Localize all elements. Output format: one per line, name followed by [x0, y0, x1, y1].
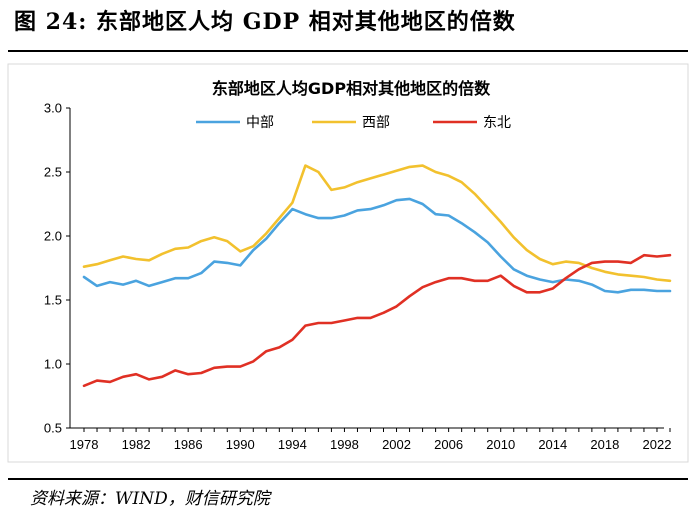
x-tick-label: 1982	[122, 437, 151, 452]
series-line-东北	[82, 253, 672, 388]
x-tick-label: 2022	[643, 437, 672, 452]
legend-label: 西部	[362, 115, 390, 131]
axes: 0.5 1.0 1.5 2.0 2.5 3.0 1978 1982 1986 1990 1994 19…	[44, 101, 672, 453]
legend-label: 东北	[483, 115, 511, 131]
x-tick-label: 1998	[330, 437, 359, 452]
x-tick-label: 1994	[278, 437, 307, 452]
chart-frame	[7, 63, 689, 463]
series-line-中部	[82, 197, 672, 294]
x-tick-label: 2010	[486, 437, 515, 452]
y-tick-label: 1.0	[44, 357, 62, 372]
source-note: 资料来源：WIND，财信研究院	[30, 489, 270, 509]
x-tick-label: 1990	[226, 437, 255, 452]
y-tick-label: 2.0	[44, 229, 62, 244]
series-lines	[82, 164, 672, 388]
y-tick-label: 2.5	[44, 165, 62, 180]
y-tick-label: 1.5	[44, 293, 62, 308]
y-tick-label: 3.0	[44, 101, 62, 116]
x-tick-label: 1986	[174, 437, 203, 452]
legend-label: 中部	[246, 115, 274, 131]
figure-title: 图 24: 东部地区人均 GDP 相对其他地区的倍数	[14, 9, 516, 35]
bottom-rule	[8, 478, 688, 480]
x-tick-label: 2014	[538, 437, 567, 452]
legend: 中部 西部 东北	[196, 115, 511, 131]
x-tick-label: 2002	[382, 437, 411, 452]
x-tick-label: 1978	[70, 437, 99, 452]
series-line-西部	[82, 164, 672, 283]
x-tick-label: 2018	[590, 437, 619, 452]
chart-title: 东部地区人均GDP相对其他地区的倍数	[212, 79, 491, 98]
y-tick-label: 0.5	[44, 421, 62, 436]
top-rule	[8, 50, 688, 52]
x-tick-label: 2006	[434, 437, 463, 452]
